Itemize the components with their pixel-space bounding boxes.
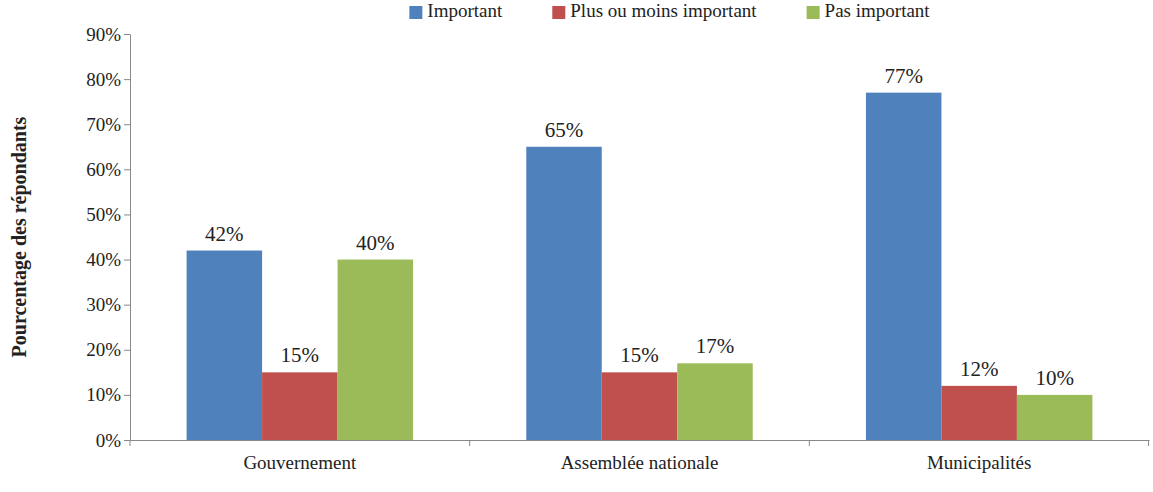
tick: Assemblée nationale — [561, 440, 719, 473]
legend-swatch — [552, 6, 565, 19]
data-label: 42% — [205, 222, 244, 246]
tick-label: Municipalités — [927, 452, 1031, 473]
category-separator — [130, 440, 131, 446]
tick: 30% — [86, 294, 130, 315]
tick: 50% — [86, 204, 130, 225]
tick-label: 0% — [96, 430, 122, 451]
tick-mark — [124, 34, 130, 35]
tick-mark — [124, 79, 130, 80]
legend-item: Pas important — [807, 0, 931, 21]
tick-mark — [124, 214, 130, 215]
tick-label: 80% — [86, 69, 121, 90]
bars — [187, 93, 1093, 440]
category-separator — [809, 440, 810, 446]
tick-mark — [124, 169, 130, 170]
axis-line — [131, 440, 1150, 441]
tick: 70% — [86, 114, 130, 135]
tick-label: 70% — [86, 114, 121, 135]
data-label: 77% — [884, 64, 923, 88]
tick-mark — [124, 350, 130, 351]
bar — [602, 372, 677, 440]
axis-line — [130, 35, 131, 441]
tick-mark — [124, 440, 130, 441]
bar — [338, 260, 413, 440]
tick: 80% — [86, 69, 130, 90]
data-label: 40% — [356, 231, 395, 255]
data-label: 15% — [620, 343, 659, 367]
tick-label: 30% — [86, 294, 121, 315]
tick: Gouvernement — [243, 440, 357, 473]
legend-item: Important — [409, 0, 503, 21]
tick-mark — [124, 395, 130, 396]
tick-label: 40% — [86, 249, 121, 270]
data-label: 65% — [545, 118, 584, 142]
chart: 0% 10% 20% 30% 40% 50% 60% 70% 80% 90% Gouvernemen… — [0, 0, 1153, 492]
tick-label: 90% — [86, 24, 121, 45]
tick-mark — [124, 260, 130, 261]
tick: 10% — [86, 384, 130, 405]
legend-item: Plus ou moins important — [552, 0, 757, 21]
tick-label: Gouvernement — [243, 452, 357, 473]
bar — [526, 147, 601, 440]
legend-label: Plus ou moins important — [570, 0, 757, 21]
axis-title: Pourcentage des répondants — [8, 116, 31, 357]
tick-label: 60% — [86, 159, 121, 180]
bar — [1017, 395, 1092, 440]
legend-label: Pas important — [825, 0, 931, 21]
data-label: 15% — [281, 343, 320, 367]
tick: Municipalités — [927, 440, 1031, 473]
bar — [866, 93, 941, 440]
tick: 90% — [86, 24, 130, 45]
x-axis: Gouvernement Assemblée nationale Municipal… — [130, 440, 1150, 473]
tick: 40% — [86, 249, 130, 270]
legend-swatch — [807, 6, 820, 19]
bar — [187, 251, 262, 440]
legend-swatch — [409, 6, 422, 19]
tick-mark — [124, 305, 130, 306]
data-label: 10% — [1035, 366, 1074, 390]
tick-label: 10% — [86, 384, 121, 405]
tick-mark — [124, 124, 130, 125]
bar — [677, 363, 752, 440]
legend: Important Plus ou moins important Pas impo… — [409, 0, 930, 21]
tick-label: Assemblée nationale — [561, 452, 719, 473]
tick-label: 20% — [86, 339, 121, 360]
category-separator — [1148, 440, 1149, 446]
tick: 0% — [96, 430, 130, 451]
data-labels: 42% 65% 77% 15% 15% 12% 40% 17% 10% — [205, 64, 1074, 390]
plot: 0% 10% 20% 30% 40% 50% 60% 70% 80% 90% Gouvernemen… — [86, 24, 1149, 473]
category-separator — [469, 440, 470, 446]
legend-label: Important — [427, 0, 503, 21]
tick: 20% — [86, 339, 130, 360]
data-label: 12% — [960, 357, 999, 381]
bar — [262, 372, 337, 440]
tick: 60% — [86, 159, 130, 180]
data-label: 17% — [696, 334, 735, 358]
bar — [941, 386, 1016, 440]
y-axis: 0% 10% 20% 30% 40% 50% 60% 70% 80% 90% — [86, 24, 130, 451]
tick-label: 50% — [86, 204, 121, 225]
